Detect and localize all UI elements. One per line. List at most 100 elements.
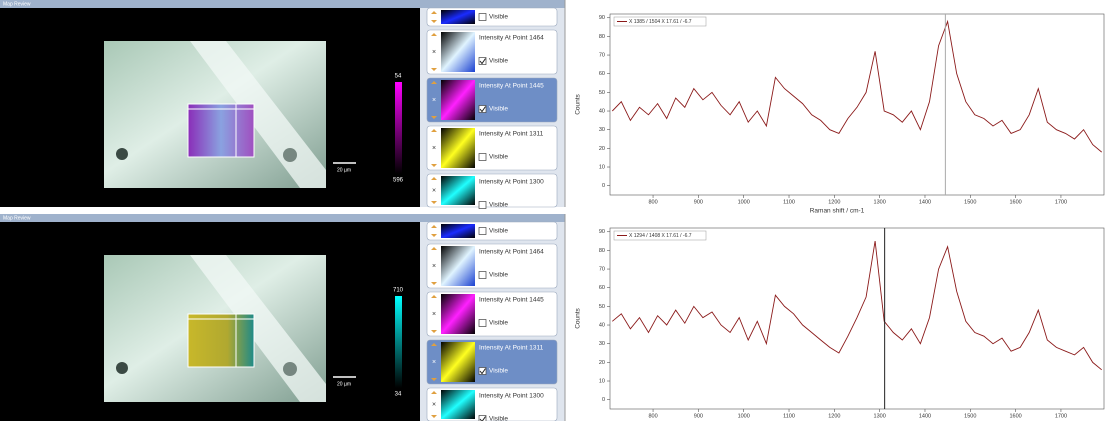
y-tick-label: 50 bbox=[599, 304, 605, 310]
visible-label: Visible bbox=[489, 106, 508, 113]
visible-checkbox[interactable] bbox=[478, 367, 487, 375]
y-tick-label: 60 bbox=[599, 285, 605, 291]
y-tick-label: 80 bbox=[599, 34, 605, 40]
legend-box bbox=[613, 230, 707, 241]
delete-icon: × bbox=[432, 401, 436, 408]
visible-label: Visible bbox=[489, 368, 508, 375]
x-tick-label: 1500 bbox=[964, 199, 976, 205]
x-tick-label: 800 bbox=[648, 413, 657, 419]
x-tick-label: 1500 bbox=[964, 413, 976, 419]
y-tick-label: 10 bbox=[599, 164, 605, 170]
y-axis-label: Counts bbox=[575, 307, 582, 328]
layer-label: Intensity At Point 1311 bbox=[479, 131, 544, 138]
move-arrows bbox=[431, 391, 437, 418]
panel-title: Map Review bbox=[3, 215, 31, 221]
visible-label: Visible bbox=[489, 154, 508, 161]
layer-label: Intensity At Point 1445 bbox=[479, 297, 544, 304]
delete-icon: × bbox=[432, 263, 436, 270]
y-tick-label: 40 bbox=[599, 108, 605, 114]
x-tick-label: 1400 bbox=[919, 413, 931, 419]
y-tick-label: 70 bbox=[599, 53, 605, 59]
scale-label: 20 µm bbox=[337, 381, 351, 387]
visible-checkbox[interactable] bbox=[478, 105, 487, 113]
y-tick-label: 70 bbox=[599, 267, 605, 273]
panel-title: Map Review bbox=[3, 1, 31, 7]
visible-checkbox[interactable] bbox=[478, 271, 487, 279]
y-tick-label: 60 bbox=[599, 71, 605, 77]
dark-spot bbox=[116, 362, 128, 374]
y-tick-label: 30 bbox=[599, 341, 605, 347]
visible-label: Visible bbox=[489, 228, 508, 235]
visible-checkbox[interactable] bbox=[478, 201, 487, 209]
layer-thumbnail bbox=[441, 294, 475, 334]
visible-checkbox[interactable] bbox=[478, 227, 487, 235]
layer-label: Intensity At Point 1445 bbox=[479, 83, 544, 90]
x-tick-label: 1300 bbox=[874, 199, 886, 205]
y-tick-label: 80 bbox=[599, 248, 605, 254]
layer-thumbnail bbox=[441, 80, 475, 120]
x-tick-label: 1400 bbox=[919, 199, 931, 205]
delete-icon: × bbox=[432, 49, 436, 56]
y-axis-label: Counts bbox=[575, 93, 582, 114]
legend-label: X 1385 / 1504 X 17.61 / -6.7 bbox=[629, 19, 692, 25]
colorbar-min: 596 bbox=[393, 178, 404, 184]
delete-icon: × bbox=[432, 311, 436, 318]
check-mark bbox=[479, 368, 486, 375]
layer-thumbnail bbox=[441, 128, 475, 168]
y-tick-label: 90 bbox=[599, 15, 605, 21]
layer-thumbnail bbox=[441, 390, 475, 419]
layer-thumbnail bbox=[441, 224, 475, 238]
x-tick-label: 800 bbox=[648, 199, 657, 205]
x-tick-label: 1200 bbox=[828, 413, 840, 419]
y-tick-label: 90 bbox=[599, 229, 605, 235]
panel: Map Review 20 µm 54 596 Visible × Intensity At… bbox=[0, 0, 1105, 215]
plot-area bbox=[609, 13, 1105, 196]
y-tick-label: 30 bbox=[599, 127, 605, 133]
y-tick-label: 0 bbox=[602, 397, 605, 403]
x-tick-label: 1700 bbox=[1055, 413, 1067, 419]
visible-label: Visible bbox=[489, 202, 508, 209]
map-overlay bbox=[187, 313, 255, 368]
visible-checkbox[interactable] bbox=[478, 319, 487, 327]
move-arrows bbox=[431, 177, 437, 204]
spectrum-line bbox=[611, 19, 1102, 153]
dark-spot bbox=[283, 148, 297, 162]
colorbar bbox=[395, 296, 402, 388]
x-tick-label: 1100 bbox=[783, 413, 795, 419]
dark-spot bbox=[116, 148, 128, 160]
move-arrows bbox=[431, 11, 437, 23]
y-tick-label: 50 bbox=[599, 90, 605, 96]
visible-checkbox[interactable] bbox=[478, 13, 487, 21]
visible-label: Visible bbox=[489, 272, 508, 279]
delete-icon: × bbox=[432, 97, 436, 104]
delete-icon: × bbox=[432, 145, 436, 152]
x-axis-label: Raman shift / cm-1 bbox=[810, 208, 865, 215]
layer-label: Intensity At Point 1300 bbox=[479, 393, 544, 400]
y-tick-label: 40 bbox=[599, 322, 605, 328]
layer-label: Intensity At Point 1464 bbox=[479, 35, 544, 42]
panel: Map Review 20 µm 710 34 Visible × Intensity At… bbox=[0, 214, 1105, 426]
legend-box bbox=[613, 16, 707, 27]
visible-label: Visible bbox=[489, 416, 508, 421]
legend-label: X 1294 / 1408 X 17.61 / -6.7 bbox=[629, 233, 692, 239]
colorbar-max: 710 bbox=[393, 288, 404, 294]
scale-label: 20 µm bbox=[337, 167, 351, 173]
visible-label: Visible bbox=[489, 320, 508, 327]
delete-icon: × bbox=[432, 187, 436, 194]
x-tick-label: 1700 bbox=[1055, 199, 1067, 205]
check-mark bbox=[479, 58, 486, 65]
layer-thumbnail bbox=[441, 246, 475, 286]
map-overlay bbox=[187, 103, 255, 158]
visible-checkbox[interactable] bbox=[478, 57, 487, 65]
dark-spot bbox=[283, 362, 297, 376]
title-bar bbox=[0, 0, 565, 8]
x-tick-label: 1200 bbox=[828, 199, 840, 205]
colorbar bbox=[395, 82, 402, 174]
layer-thumbnail bbox=[441, 32, 475, 72]
visible-checkbox[interactable] bbox=[478, 153, 487, 161]
layer-thumbnail bbox=[441, 176, 475, 205]
layer-label: Intensity At Point 1464 bbox=[479, 249, 544, 256]
layer-thumbnail bbox=[441, 342, 475, 382]
